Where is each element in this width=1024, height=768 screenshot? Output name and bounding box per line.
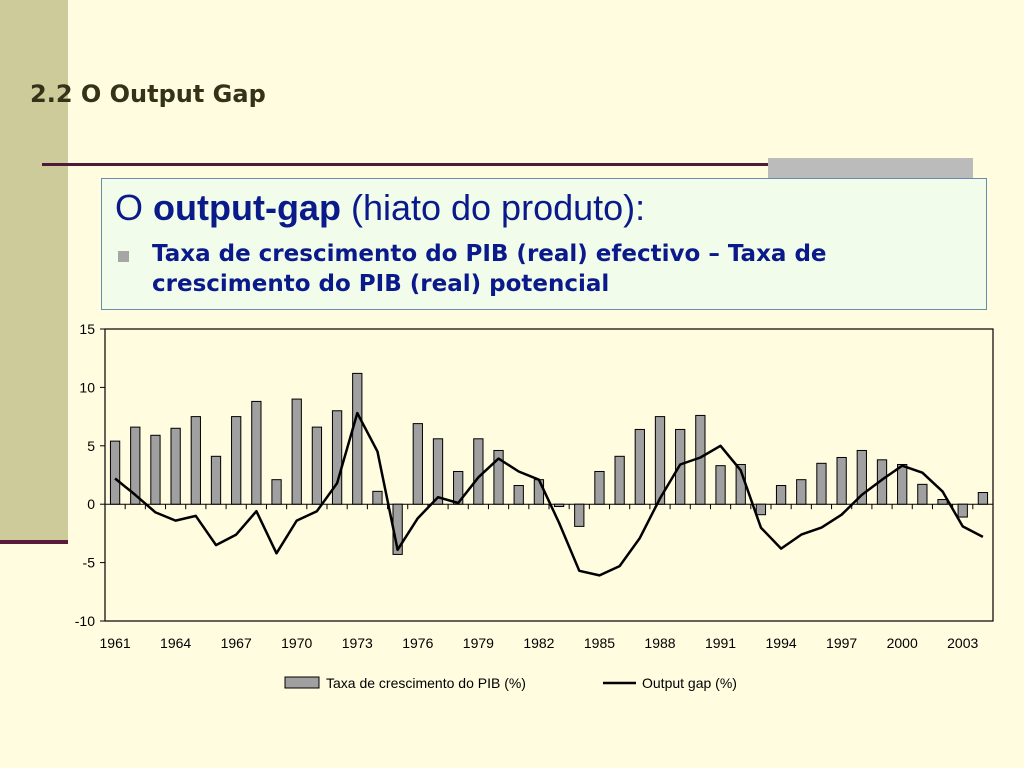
y-tick-label: 5: [87, 438, 95, 454]
x-tick-label: 1970: [281, 635, 312, 651]
bar-1971: [311, 426, 323, 505]
output-gap-chart: 15 10 5 0 -5 -10 1961 1964 1967 1970 1973 1976 1979 1…: [75, 321, 994, 691]
plot-area-frame: [104, 328, 994, 622]
x-tick-label: 2003: [947, 635, 978, 651]
bar-1972: [331, 410, 343, 505]
bar-1977: [432, 438, 444, 505]
bar-1995: [796, 479, 807, 505]
heading-term: output-gap: [153, 187, 341, 228]
bar-1967: [231, 416, 242, 505]
definition-box: O output-gap (hiato do produto): Taxa de…: [101, 178, 987, 310]
bar-1984: [574, 503, 585, 527]
bar-1982: [533, 479, 545, 505]
x-tick-label: 1976: [402, 635, 433, 651]
bar-1963: [150, 434, 161, 505]
bar-1974: [372, 490, 383, 505]
square-bullet-icon: [118, 251, 129, 262]
heading-prefix: O: [115, 187, 154, 228]
y-tick-label: -10: [75, 613, 95, 629]
bar-1973: [352, 372, 363, 505]
bar-1988: [654, 416, 666, 505]
bar-1997: [836, 456, 847, 505]
bar-2000: [897, 463, 908, 505]
bar-1980: [493, 449, 504, 505]
bar-1968: [251, 400, 262, 505]
slide-title: 2.2 O Output Gap: [30, 80, 266, 108]
definition-bullet: Taxa de crescimento do PIB (real) efecti…: [152, 241, 827, 297]
definition-heading: O output-gap (hiato do produto):: [115, 187, 645, 229]
bar-1986: [614, 455, 625, 505]
bar-1964: [170, 427, 181, 505]
bar-1985: [594, 470, 605, 505]
bar-1981: [513, 485, 524, 505]
y-tick-label: 15: [79, 321, 95, 337]
x-tick-label: 1979: [463, 635, 494, 651]
x-tick-label: 1973: [342, 635, 373, 651]
x-tick-label: 1967: [221, 635, 252, 651]
bar-2003: [957, 503, 968, 518]
bar-2004: [977, 492, 989, 505]
x-tick-label: 1961: [100, 635, 131, 651]
y-tick-label: -5: [83, 555, 96, 571]
bar-1970: [291, 398, 302, 505]
bar-1965: [190, 416, 201, 505]
bar-1983: [553, 503, 565, 508]
bar-2002: [937, 499, 948, 505]
bar-2001: [917, 483, 928, 505]
x-tick-label: 1997: [826, 635, 857, 651]
title-divider-accent: [768, 158, 973, 178]
bar-1991: [715, 465, 726, 505]
bar-1969: [271, 479, 282, 505]
legend-bar-swatch: [284, 676, 320, 689]
x-tick-label: 2000: [887, 635, 918, 651]
bar-1966: [210, 455, 222, 505]
legend-line-label: Output gap (%): [642, 675, 737, 691]
y-tick-label: 10: [79, 379, 95, 395]
bar-1962: [130, 426, 141, 505]
bar-1979: [473, 438, 484, 505]
y-tick-label: 0: [87, 496, 95, 512]
x-tick-label: 1985: [584, 635, 615, 651]
heading-suffix: (hiato do produto):: [340, 187, 646, 228]
x-tick-label: 1988: [644, 635, 675, 651]
bar-1996: [816, 462, 827, 505]
bar-1998: [856, 449, 867, 505]
x-tick-label: 1991: [705, 635, 736, 651]
bar-1976: [412, 423, 423, 505]
bar-1993: [755, 503, 767, 516]
x-tick-label: 1982: [523, 635, 554, 651]
left-decorative-strip: [0, 0, 68, 540]
bar-1987: [634, 428, 645, 505]
left-strip-rule: [0, 540, 68, 544]
x-tick-label: 1994: [766, 635, 797, 651]
bar-1994: [775, 485, 787, 505]
title-divider: [42, 163, 972, 166]
x-tick-label: 1964: [160, 635, 191, 651]
output-gap-line: [114, 411, 984, 577]
bar-1961: [109, 440, 121, 505]
legend-bar-label: Taxa de crescimento do PIB (%): [326, 675, 526, 691]
